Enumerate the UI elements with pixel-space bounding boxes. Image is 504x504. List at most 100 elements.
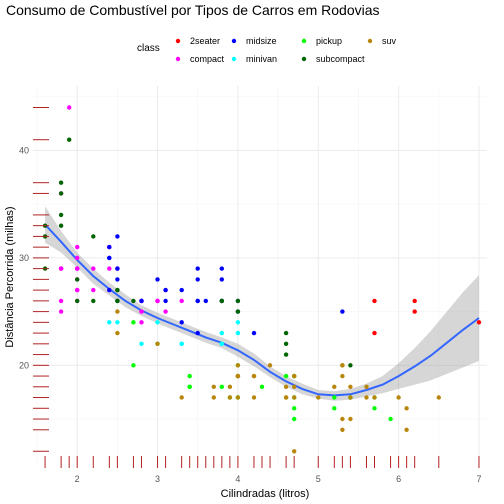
point-compact	[67, 105, 71, 109]
point-subcompact	[59, 224, 63, 228]
point-suv	[316, 395, 320, 399]
point-suv	[292, 374, 296, 378]
point-compact	[59, 266, 63, 270]
y-tick-label: 40	[19, 145, 29, 155]
point-minivan	[107, 320, 111, 324]
point-midsize	[180, 288, 184, 292]
point-subcompact	[236, 299, 240, 303]
point-compact	[163, 309, 167, 313]
point-suv	[252, 395, 256, 399]
point-suv	[396, 395, 400, 399]
x-tick-label: 2	[75, 474, 80, 484]
point-suv	[364, 395, 368, 399]
point-midsize	[107, 288, 111, 292]
point-compact	[75, 245, 79, 249]
point-midsize	[163, 299, 167, 303]
point-suv	[292, 449, 296, 453]
point-suv	[332, 385, 336, 389]
point-compact	[107, 266, 111, 270]
point-midsize	[252, 331, 256, 335]
point-suv	[364, 385, 368, 389]
point-suv	[292, 395, 296, 399]
point-compact	[91, 266, 95, 270]
point-midsize	[107, 256, 111, 260]
point-suv	[284, 395, 288, 399]
x-tick-label: 7	[476, 474, 481, 484]
smooth-band-layer	[45, 206, 479, 400]
point-compact	[75, 288, 79, 292]
smooth-confidence-band	[45, 206, 479, 400]
point-pickup	[292, 417, 296, 421]
legend-label-minivan: minivan	[246, 54, 277, 64]
point-compact	[155, 299, 159, 303]
point-compact	[139, 320, 143, 324]
legend-key-compact	[176, 57, 180, 61]
y-tick-label: 30	[19, 253, 29, 263]
point-midsize	[115, 266, 119, 270]
point-midsize	[107, 245, 111, 249]
point-suv	[236, 374, 240, 378]
point-suv	[115, 309, 119, 313]
y-axis: 20 30 40	[19, 145, 29, 370]
point-midsize	[115, 234, 119, 238]
point-minivan	[139, 342, 143, 346]
point-midsize	[180, 320, 184, 324]
point-midsize	[196, 331, 200, 335]
point-suv	[212, 395, 216, 399]
point-compact	[75, 256, 79, 260]
legend: class 2seater compact midsize minivan pickup…	[137, 36, 397, 64]
point-midsize	[204, 299, 208, 303]
point-midsize	[196, 299, 200, 303]
point-minivan	[180, 342, 184, 346]
point-suv	[404, 406, 408, 410]
legend-key-suv	[368, 39, 372, 43]
point-suv	[404, 428, 408, 432]
point-2seater	[413, 299, 417, 303]
x-tick-label: 6	[396, 474, 401, 484]
point-suv	[236, 363, 240, 367]
point-suv	[340, 363, 344, 367]
legend-key-pickup	[302, 39, 306, 43]
point-pickup	[188, 374, 192, 378]
point-suv	[252, 374, 256, 378]
point-suv	[212, 385, 216, 389]
point-subcompact	[67, 138, 71, 142]
point-2seater	[477, 320, 481, 324]
legend-label-2seater: 2seater	[190, 36, 220, 46]
point-midsize	[163, 288, 167, 292]
point-subcompact	[115, 299, 119, 303]
point-midsize	[196, 266, 200, 270]
point-suv	[180, 395, 184, 399]
legend-label-suv: suv	[382, 36, 397, 46]
legend-key-midsize	[232, 39, 236, 43]
point-suv	[437, 395, 441, 399]
point-compact	[139, 309, 143, 313]
plot-panel	[33, 86, 487, 468]
point-pickup	[332, 406, 336, 410]
point-pickup	[292, 406, 296, 410]
point-compact	[59, 299, 63, 303]
point-2seater	[372, 299, 376, 303]
legend-key-minivan	[232, 57, 236, 61]
y-tick-label: 20	[19, 360, 29, 370]
point-subcompact	[91, 299, 95, 303]
chart-title: Consumo de Combustível por Tipos de Carr…	[6, 2, 380, 18]
point-suv	[292, 385, 296, 389]
point-suv	[340, 417, 344, 421]
legend-label-pickup: pickup	[316, 36, 342, 46]
point-midsize	[220, 266, 224, 270]
point-suv	[348, 417, 352, 421]
legend-key-subcompact	[302, 57, 306, 61]
legend-label-compact: compact	[190, 54, 225, 64]
point-pickup	[220, 385, 224, 389]
point-compact	[75, 266, 79, 270]
point-subcompact	[284, 352, 288, 356]
x-tick-label: 5	[316, 474, 321, 484]
point-suv	[228, 395, 232, 399]
point-compact	[91, 288, 95, 292]
point-subcompact	[236, 309, 240, 313]
point-subcompact	[220, 299, 224, 303]
point-suv	[340, 374, 344, 378]
point-subcompact	[59, 181, 63, 185]
point-midsize	[115, 277, 119, 281]
